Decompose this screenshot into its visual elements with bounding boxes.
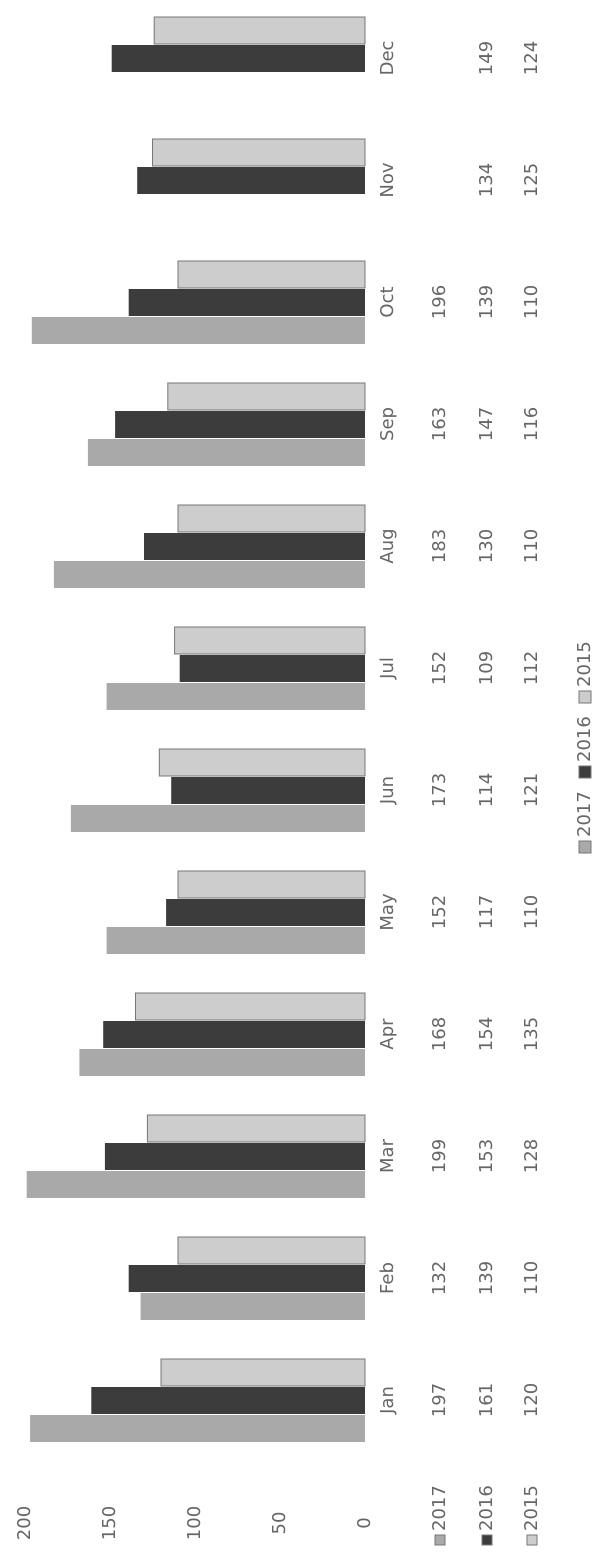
y-tick-label: 100 bbox=[184, 1506, 205, 1540]
row-key bbox=[481, 1534, 493, 1546]
bar bbox=[177, 504, 366, 533]
table-value: 173 bbox=[429, 773, 450, 807]
bar bbox=[144, 533, 365, 560]
bar bbox=[171, 777, 365, 804]
bar bbox=[177, 1236, 366, 1265]
row-header: 2015 bbox=[521, 1485, 542, 1531]
legend-key bbox=[578, 840, 592, 854]
table-value: 183 bbox=[429, 529, 450, 563]
legend-key bbox=[578, 690, 592, 704]
bar bbox=[128, 1265, 365, 1292]
table-value: 120 bbox=[521, 1383, 542, 1417]
bar bbox=[115, 411, 365, 438]
bar bbox=[167, 382, 366, 411]
bar bbox=[140, 1293, 365, 1320]
table-value: 125 bbox=[521, 163, 542, 197]
table-value: 109 bbox=[476, 651, 497, 685]
y-tick-label: 0 bbox=[354, 1517, 375, 1528]
row-key bbox=[434, 1534, 446, 1546]
x-tick-label: Apr bbox=[377, 1018, 398, 1050]
bar bbox=[104, 1143, 366, 1170]
table-value: 152 bbox=[429, 895, 450, 929]
table-value: 139 bbox=[476, 1261, 497, 1295]
table-value: 110 bbox=[521, 1261, 542, 1295]
x-tick-label: Jun bbox=[377, 776, 398, 805]
legend-key bbox=[578, 765, 592, 779]
table-value: 168 bbox=[429, 1017, 450, 1051]
table-value: 132 bbox=[429, 1261, 450, 1295]
bar bbox=[177, 870, 366, 899]
table-value: 124 bbox=[521, 41, 542, 75]
x-tick-label: Oct bbox=[377, 286, 398, 317]
bar bbox=[87, 439, 366, 466]
legend-label: 2015 bbox=[574, 641, 595, 687]
bar bbox=[111, 45, 365, 72]
bar bbox=[160, 1358, 366, 1387]
bar bbox=[106, 927, 365, 954]
x-tick-label: Dec bbox=[377, 41, 398, 76]
table-value: 154 bbox=[476, 1017, 497, 1051]
bar bbox=[103, 1021, 365, 1048]
table-value: 110 bbox=[521, 529, 542, 563]
bar bbox=[177, 260, 366, 289]
table-value: 139 bbox=[476, 285, 497, 319]
x-tick-label: May bbox=[377, 893, 398, 931]
bar bbox=[30, 1415, 365, 1442]
table-value: 110 bbox=[521, 895, 542, 929]
bar bbox=[91, 1387, 366, 1414]
bar bbox=[106, 683, 365, 710]
table-value: 134 bbox=[476, 163, 497, 197]
table-value: 152 bbox=[429, 651, 450, 685]
x-tick-label: Aug bbox=[377, 528, 398, 563]
table-value: 163 bbox=[429, 407, 450, 441]
row-header: 2017 bbox=[429, 1485, 450, 1531]
x-tick-label: Jan bbox=[377, 1386, 398, 1415]
x-tick-label: Nov bbox=[377, 162, 398, 197]
table-value: 196 bbox=[429, 285, 450, 319]
table-value: 147 bbox=[476, 407, 497, 441]
bar bbox=[53, 561, 366, 588]
table-value: 199 bbox=[429, 1139, 450, 1173]
table-value: 114 bbox=[476, 773, 497, 807]
bar bbox=[179, 655, 365, 682]
bar bbox=[158, 748, 366, 777]
y-tick-label: 50 bbox=[269, 1512, 290, 1535]
table-value: 112 bbox=[521, 651, 542, 685]
legend-label: 2017 bbox=[574, 791, 595, 837]
bar bbox=[79, 1049, 366, 1076]
legend-label: 2016 bbox=[574, 716, 595, 762]
row-header: 2016 bbox=[476, 1485, 497, 1531]
table-value: 197 bbox=[429, 1383, 450, 1417]
x-tick-label: Mar bbox=[377, 1138, 398, 1173]
table-value: 161 bbox=[476, 1383, 497, 1417]
x-tick-label: Jul bbox=[377, 657, 398, 680]
row-key bbox=[526, 1534, 538, 1546]
y-tick-label: 150 bbox=[99, 1506, 120, 1540]
bar bbox=[146, 1114, 366, 1143]
bar bbox=[31, 317, 366, 344]
table-value: 149 bbox=[476, 41, 497, 75]
table-value: 128 bbox=[521, 1139, 542, 1173]
table-value: 135 bbox=[521, 1017, 542, 1051]
table-value: 110 bbox=[521, 285, 542, 319]
table-value: 130 bbox=[476, 529, 497, 563]
bar bbox=[166, 899, 365, 926]
bar bbox=[70, 805, 366, 832]
x-tick-label: Sep bbox=[377, 407, 398, 441]
table-value: 121 bbox=[521, 773, 542, 807]
table-value: 153 bbox=[476, 1139, 497, 1173]
bar bbox=[135, 992, 366, 1021]
y-tick-label: 200 bbox=[14, 1506, 35, 1540]
x-tick-label: Feb bbox=[377, 1262, 398, 1294]
rotated-chart: 0 50 100 150 200 Jan 197 161 120 Feb 132 139 110 Mar 1… bbox=[14, 16, 595, 1546]
bar bbox=[152, 138, 366, 167]
table-value: 117 bbox=[476, 895, 497, 929]
bar bbox=[153, 16, 366, 45]
bar bbox=[26, 1171, 365, 1198]
bar bbox=[174, 626, 366, 655]
bar bbox=[137, 167, 365, 194]
bar bbox=[128, 289, 365, 316]
table-value: 116 bbox=[521, 407, 542, 441]
